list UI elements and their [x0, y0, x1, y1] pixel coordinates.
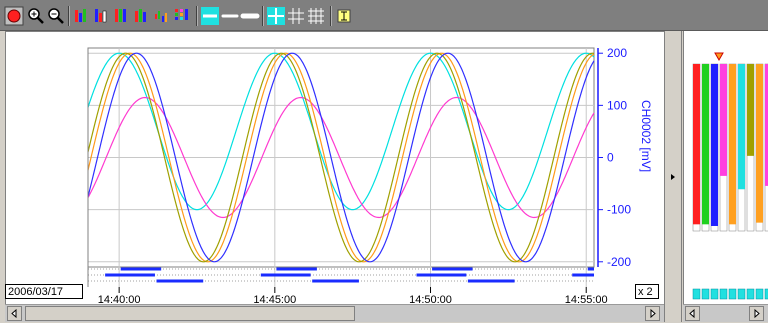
scroll-right-icon[interactable]: [645, 306, 660, 321]
digital-indicator: [710, 288, 719, 300]
bar-meter-2: [702, 64, 709, 225]
digital-pulse: [572, 273, 594, 277]
zoom-out-icon[interactable]: [46, 6, 66, 26]
bar-chart-5-icon[interactable]: [152, 6, 172, 26]
bar-chart-1-icon[interactable]: [72, 6, 92, 26]
marker-triangle-icon: [714, 52, 724, 62]
scroll-left-icon[interactable]: [7, 306, 22, 321]
digital-pulse: [416, 273, 467, 277]
x-tick-label: 14:55:00: [565, 294, 608, 305]
bar-panel-scrollbar[interactable]: [683, 304, 768, 322]
digital-indicator: [737, 288, 746, 300]
y-tick-label: -200: [607, 255, 631, 269]
digital-pulse: [276, 267, 317, 271]
record-icon[interactable]: [4, 6, 24, 26]
bar-scroll-right-icon[interactable]: [749, 306, 764, 321]
line-rounded-icon[interactable]: [240, 6, 260, 26]
bar-meter-3: [711, 64, 718, 226]
digital-indicator: [692, 288, 701, 300]
panel-splitter[interactable]: [664, 31, 682, 322]
bar-chart-3-icon[interactable]: [112, 6, 132, 26]
series-line-2: [87, 96, 595, 219]
x-tick-label: 14:50:00: [409, 294, 452, 305]
x-tick-label: 14:45:00: [253, 294, 296, 305]
series-line-4: [87, 52, 595, 263]
date-label: 2006/03/17: [5, 284, 83, 299]
digital-pulse: [587, 267, 594, 271]
plot-panel[interactable]: 200 100 0 -100 -200 CH0002 [mV] 14:40:00 14:45:…: [5, 31, 666, 306]
digital-indicator: [755, 288, 764, 300]
bar-scroll-left-icon[interactable]: [685, 306, 700, 321]
grid-dense-icon[interactable]: [306, 6, 326, 26]
digital-pulse: [432, 267, 473, 271]
digital-pulse: [260, 273, 311, 277]
digital-pulse: [156, 279, 204, 283]
toolbar: [0, 0, 768, 31]
bar-chart-4-icon[interactable]: [132, 6, 152, 26]
digital-pulse: [105, 273, 155, 277]
scroll-thumb[interactable]: [25, 306, 355, 321]
bar-meter-8: [756, 64, 763, 223]
bar-meter-4: [720, 64, 727, 176]
grid-cross-icon[interactable]: [266, 6, 286, 26]
line-medium-icon[interactable]: [220, 6, 240, 26]
digital-indicator: [719, 288, 728, 300]
bar-meter-7: [747, 64, 754, 156]
bar-meter-5: [729, 64, 736, 225]
signal-chart[interactable]: 200 100 0 -100 -200 CH0002 [mV] 14:40:00 14:45:…: [6, 32, 665, 305]
zoom-in-icon[interactable]: [26, 6, 46, 26]
horizontal-scrollbar[interactable]: [5, 304, 664, 322]
digital-indicator: [764, 288, 768, 300]
grid-fine-icon[interactable]: [286, 6, 306, 26]
y-tick-label: 100: [607, 98, 627, 112]
bar-chart-2-icon[interactable]: [92, 6, 112, 26]
y-tick-label: 200: [607, 46, 627, 60]
y-tick-label: -100: [607, 203, 631, 217]
zoom-level[interactable]: x 2: [635, 284, 659, 299]
text-cursor-icon[interactable]: [334, 6, 354, 26]
bar-meter-6: [738, 64, 745, 190]
bar-chart-6-icon[interactable]: [172, 6, 192, 26]
series-line-5: [87, 52, 595, 263]
x-tick-label: 14:40:00: [98, 294, 141, 305]
digital-pulse: [467, 279, 515, 283]
digital-indicator: [701, 288, 710, 300]
digital-indicator: [746, 288, 755, 300]
digital-pulse: [120, 267, 162, 271]
bar-meter-9: [765, 64, 768, 186]
y-axis-title: CH0002 [mV]: [639, 100, 653, 172]
y-tick-label: 0: [607, 151, 614, 165]
digital-indicator: [728, 288, 737, 300]
series-line-3: [87, 52, 595, 263]
expand-arrow-icon[interactable]: [669, 173, 677, 181]
bar-meter-1: [693, 64, 700, 225]
line-thick-icon[interactable]: [200, 6, 220, 26]
digital-pulse: [312, 279, 359, 283]
bar-meters: [692, 52, 768, 300]
bar-meter-panel: [683, 31, 768, 304]
